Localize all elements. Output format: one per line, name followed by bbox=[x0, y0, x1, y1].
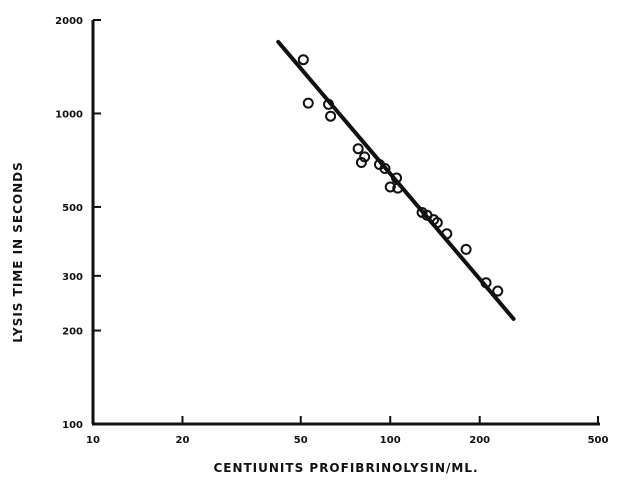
data-point bbox=[480, 277, 492, 289]
x-axis-title: CENTIUNITS PROFIBRINOLYSIN/ML. bbox=[213, 461, 478, 475]
data-point bbox=[391, 172, 403, 184]
data-point bbox=[492, 285, 504, 297]
regression-line bbox=[276, 39, 516, 321]
data-point bbox=[379, 162, 391, 174]
data-point bbox=[323, 98, 335, 110]
data-point bbox=[441, 228, 453, 240]
x-tick-label: 200 bbox=[469, 435, 490, 446]
data-point bbox=[352, 143, 364, 155]
y-tick-label: 300 bbox=[62, 272, 83, 283]
data-point bbox=[359, 151, 371, 163]
data-point bbox=[355, 157, 367, 169]
y-ticks: 100 200 300 500 1000 2000 bbox=[55, 16, 101, 431]
x-tick-label: 20 bbox=[176, 435, 190, 446]
data-point bbox=[431, 217, 443, 229]
x-tick-label: 500 bbox=[588, 435, 609, 446]
y-tick-label: 500 bbox=[62, 203, 83, 214]
x-ticks: 10 20 50 100 200 500 bbox=[86, 416, 608, 446]
y-tick-label: 200 bbox=[62, 327, 83, 338]
y-axis-title: LYSIS TIME IN SECONDS bbox=[11, 161, 25, 343]
x-tick-label: 10 bbox=[86, 435, 100, 446]
y-tick-label: 100 bbox=[62, 420, 83, 431]
x-tick-label: 50 bbox=[294, 435, 308, 446]
y-tick-label: 2000 bbox=[55, 16, 83, 27]
data-point bbox=[325, 110, 337, 122]
y-tick-label: 1000 bbox=[55, 109, 83, 120]
axes bbox=[91, 20, 600, 426]
data-point bbox=[302, 97, 314, 109]
data-point bbox=[392, 182, 404, 194]
data-point bbox=[384, 181, 396, 193]
x-tick-label: 100 bbox=[380, 435, 401, 446]
data-point bbox=[297, 54, 309, 66]
data-point bbox=[460, 243, 472, 255]
fit-line bbox=[276, 39, 516, 321]
data-points bbox=[297, 54, 504, 297]
